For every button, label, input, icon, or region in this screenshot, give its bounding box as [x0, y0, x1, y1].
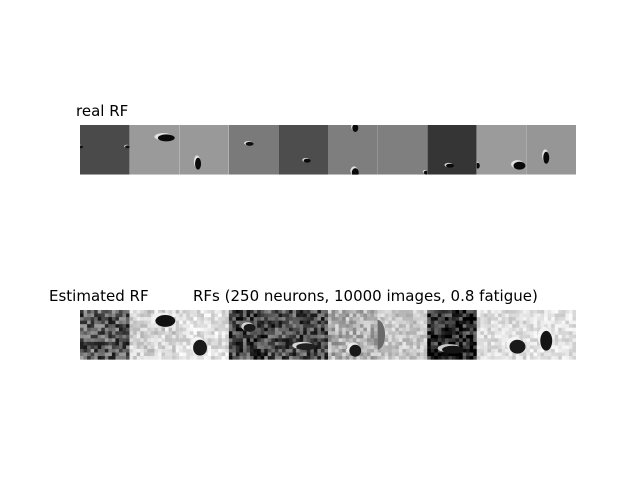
real-rf-spot-dark — [513, 161, 526, 170]
estimated-rf-spot-dark — [349, 344, 362, 357]
estimated-rf-panel-8 — [427, 310, 477, 360]
real-rf-spot-dark — [195, 157, 202, 170]
estimated-rf-panel-3 — [179, 310, 229, 360]
real-rf-panel-bg — [526, 125, 576, 175]
real-rf-spot-dark — [303, 158, 311, 163]
real-rf-panel-1 — [80, 125, 130, 175]
estimated-rf-panel-noise — [179, 310, 229, 360]
real-rf-panel-6 — [328, 125, 378, 175]
real-rf-panel-bg — [179, 125, 229, 175]
estimated-rf-panel-noise — [80, 310, 130, 360]
real-rf-panel-10 — [526, 125, 576, 175]
real-rf-spot-dark — [351, 168, 359, 175]
estimated-rf-panel-noise — [476, 310, 527, 360]
real-rf-spot-dark — [476, 162, 480, 169]
real-rf-spot-dark — [157, 134, 175, 142]
real-rf-panel-bg — [129, 125, 180, 175]
estimated-rf-spot-dark — [243, 323, 256, 332]
real-rf-panel-7 — [377, 125, 428, 175]
estimated-rf-title: Estimated RF — [49, 287, 149, 305]
real-rf-panel-4 — [228, 125, 279, 175]
real-rf-spot-dark — [543, 151, 550, 164]
estimated-rf-spot-dark — [509, 339, 526, 354]
real-rf-row — [80, 125, 576, 175]
estimated-rf-panel-1 — [80, 310, 130, 360]
real-rf-title: real RF — [76, 102, 129, 120]
real-rf-spot-dark — [245, 141, 254, 146]
real-rf-panel-bg — [278, 125, 328, 175]
real-rf-spot-dark — [352, 125, 359, 132]
estimated-rf-panel-noise — [228, 310, 279, 360]
estimated-rf-panel-10 — [526, 310, 577, 360]
real-rf-panel-9 — [476, 125, 527, 175]
estimated-rf-spot-dark — [540, 330, 553, 351]
estimated-rf-row — [80, 310, 577, 360]
estimated-rf-panel-2 — [129, 310, 180, 360]
estimated-rf-subtitle: RFs (250 neurons, 10000 images, 0.8 fati… — [193, 287, 538, 305]
estimated-rf-spot-dark — [296, 343, 317, 351]
real-rf-panel-3 — [179, 125, 229, 175]
estimated-rf-panel-noise — [328, 310, 378, 360]
real-rf-spot-dark — [423, 170, 428, 175]
estimated-rf-panel-4 — [228, 310, 279, 360]
real-rf-panel-bg — [80, 125, 130, 175]
real-rf-panel-2 — [129, 125, 180, 175]
estimated-rf-panel-9 — [476, 310, 527, 360]
real-rf-spot-dark — [80, 145, 83, 149]
estimated-rf-panel-noise — [377, 310, 428, 360]
estimated-rf-panel-noise — [526, 310, 577, 360]
estimated-rf-panel-6 — [328, 310, 378, 360]
real-rf-panel-8 — [427, 125, 477, 175]
estimated-rf-panel-noise — [129, 310, 180, 360]
real-rf-panel-bg — [228, 125, 279, 175]
estimated-rf-panel-7 — [377, 310, 428, 360]
real-rf-spot-dark — [125, 145, 130, 149]
estimated-rf-panel-noise — [278, 310, 328, 360]
estimated-rf-spot-dark — [155, 314, 176, 327]
real-rf-panel-bg — [328, 125, 378, 175]
estimated-rf-spot-dark — [442, 345, 464, 354]
estimated-rf-panel-5 — [278, 310, 328, 360]
real-rf-spot-dark — [446, 163, 454, 168]
real-rf-panel-bg — [377, 125, 428, 175]
estimated-rf-spot-dark — [193, 339, 207, 356]
real-rf-panel-5 — [278, 125, 328, 175]
estimated-rf-spot-dark — [377, 319, 386, 350]
